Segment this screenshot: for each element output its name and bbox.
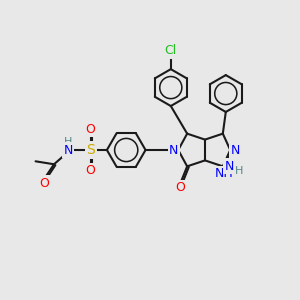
Text: N: N	[231, 143, 240, 157]
Text: N: N	[169, 143, 178, 157]
Text: S: S	[86, 143, 95, 157]
Text: NH: NH	[215, 167, 234, 180]
Text: O: O	[175, 181, 185, 194]
Text: H: H	[64, 137, 72, 147]
Text: N: N	[63, 143, 73, 157]
Text: O: O	[85, 123, 95, 136]
Text: N: N	[225, 160, 234, 173]
Text: H: H	[235, 166, 243, 176]
Text: Cl: Cl	[165, 44, 177, 57]
Text: O: O	[85, 164, 95, 177]
Text: O: O	[39, 177, 49, 190]
